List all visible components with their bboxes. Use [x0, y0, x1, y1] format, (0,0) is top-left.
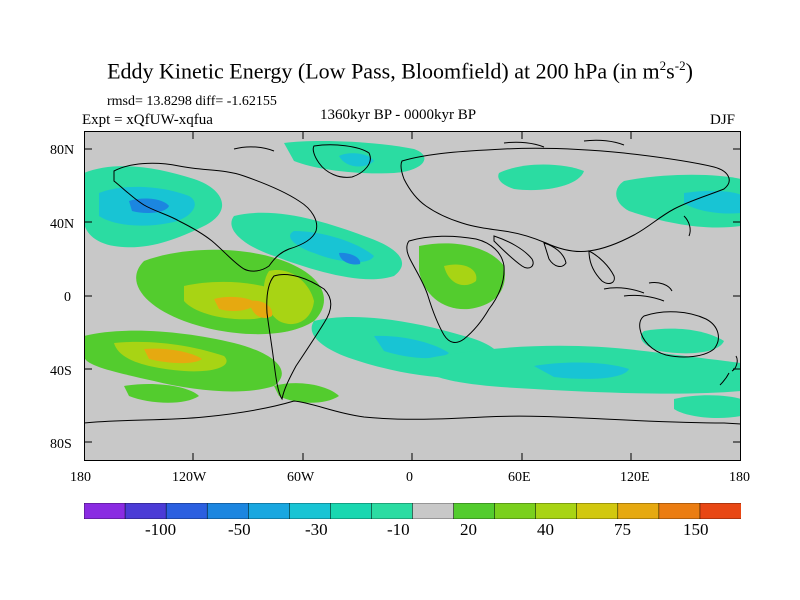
coast-indonesia: [603, 282, 673, 302]
lon-label: 180: [729, 470, 750, 485]
lon-label: 60W: [287, 470, 315, 485]
coast-eurasia: [400, 147, 730, 252]
colorbar-swatch: [535, 503, 578, 519]
colorbar-label: -30: [305, 520, 328, 539]
colorbar-swatch: [494, 503, 537, 519]
field-africa-positive-core: [444, 264, 477, 286]
colorbar-swatch: [330, 503, 373, 519]
field-indian-ocean: [534, 362, 629, 379]
field-south-pacific-orange: [144, 348, 202, 364]
coast-australia: [639, 311, 719, 358]
field-tropics-core-orange: [214, 296, 256, 311]
field-south-america-south: [274, 383, 339, 403]
map-title: Eddy Kinetic Energy (Low Pass, Bloomfiel…: [107, 58, 693, 84]
coast-southeast-asia: [588, 250, 615, 284]
field-south-america-north: [263, 270, 314, 325]
lat-label: 80S: [50, 437, 72, 452]
colorbar-label: 75: [614, 520, 631, 539]
coast-arabia-india: [493, 235, 567, 269]
coast-north-america: [113, 162, 318, 272]
colorbar-label: 40: [537, 520, 554, 539]
coastlines: [84, 139, 741, 425]
field-australia-south: [640, 328, 724, 354]
period-label: 1360kyr BP - 0000kyr BP: [320, 107, 477, 123]
coast-japan: [683, 215, 691, 237]
field-north-atlantic-dark: [339, 252, 361, 265]
colorbar-swatch: [453, 503, 496, 519]
anomaly-fields: [84, 141, 741, 419]
colorbar-swatch: [165, 503, 208, 519]
season-label: DJF: [710, 112, 736, 128]
colorbar-swatch: [248, 503, 291, 519]
field-north-atlantic-core: [290, 231, 374, 263]
colorbar-label: -50: [228, 520, 251, 539]
coast-arctic-islands: [233, 139, 625, 152]
axis-ticks: [84, 131, 741, 461]
coast-new-zealand: [719, 355, 738, 386]
coast-south-america: [266, 274, 332, 401]
lon-label: 120W: [172, 470, 207, 485]
field-north-pacific-east-core: [684, 190, 741, 214]
field-greenland: [339, 153, 374, 167]
colorbar-swatch: [124, 503, 167, 519]
colorbar-label: -10: [387, 520, 410, 539]
colorbar-swatch: [617, 503, 660, 519]
coast-africa: [406, 235, 505, 343]
colorbar-swatch: [289, 503, 332, 519]
lat-label: 40N: [50, 217, 75, 232]
colorbar-swatch: [658, 503, 701, 519]
lat-label: 80N: [50, 143, 75, 158]
colorbar-swatch: [412, 503, 455, 519]
coast-antarctica: [84, 400, 741, 425]
field-arctic-east: [498, 164, 584, 191]
field-south-atlantic-core: [374, 335, 449, 359]
lat-label: 40S: [50, 364, 72, 379]
stats-text: rmsd= 13.8298 diff= -1.62155: [107, 94, 277, 109]
colorbar-swatch: [576, 503, 619, 519]
field-south-pacific-east: [674, 395, 741, 419]
lat-label: 0: [64, 290, 71, 305]
lon-label: 120E: [620, 470, 650, 485]
coast-greenland: [312, 144, 371, 178]
colorbar-swatch: [699, 503, 741, 519]
colorbar-label: 150: [683, 520, 709, 539]
colorbar-swatch: [371, 503, 414, 519]
lon-label: 180: [70, 470, 91, 485]
colorbar: [84, 503, 741, 519]
colorbar-label: -100: [145, 520, 177, 539]
colorbar-swatch: [206, 503, 250, 519]
lon-label: 0: [406, 470, 413, 485]
colorbar-swatch: [84, 503, 126, 519]
eke-map: [84, 131, 741, 461]
colorbar-label: 20: [460, 520, 477, 539]
lon-label: 60E: [508, 470, 531, 485]
field-south-pacific-low: [124, 384, 199, 403]
field-north-pacific-east: [616, 174, 741, 228]
experiment-label: Expt = xQfUW-xqfua: [82, 112, 213, 128]
